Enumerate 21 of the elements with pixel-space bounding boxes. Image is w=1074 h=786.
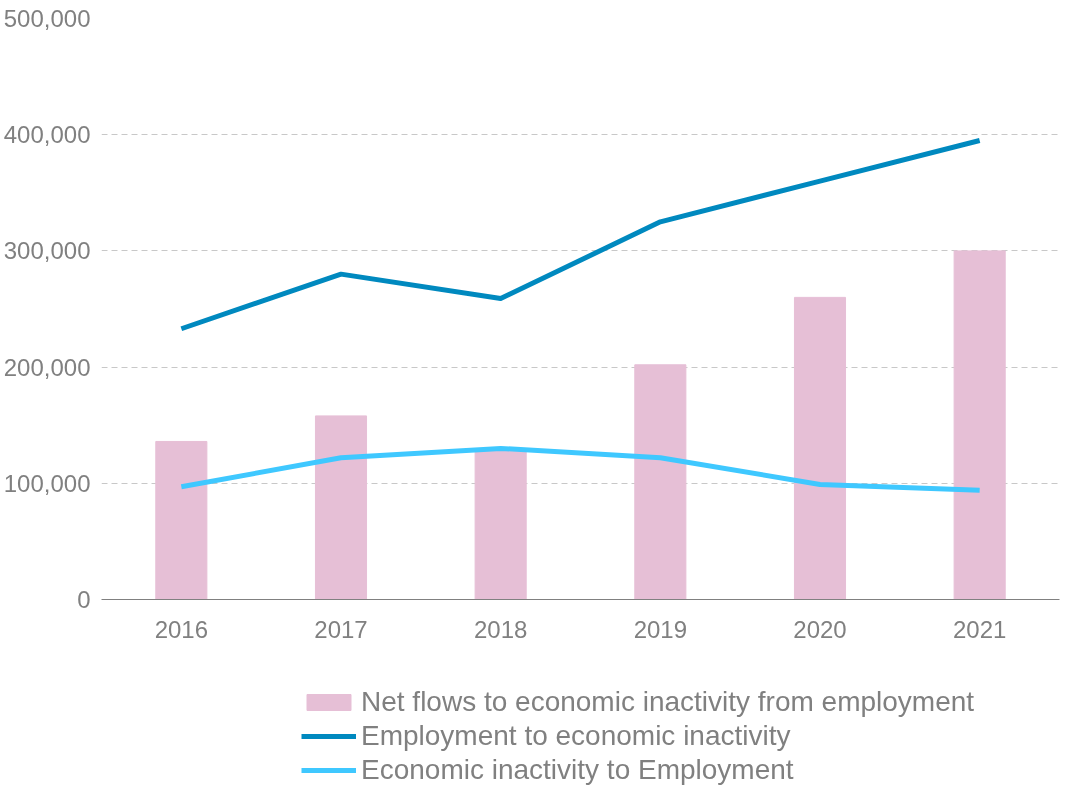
y-tick-label: 300,000 bbox=[3, 237, 91, 265]
y-tick-label: 0 bbox=[77, 586, 91, 613]
bar bbox=[634, 364, 687, 600]
y-tick-label: 500,000 bbox=[3, 5, 91, 32]
bar bbox=[314, 415, 368, 600]
x-tick-label: 2020 bbox=[793, 615, 847, 643]
x-tick-label: 2017 bbox=[314, 615, 368, 643]
y-tick-label: 400,000 bbox=[3, 121, 91, 149]
x-tick-label: 2018 bbox=[473, 615, 528, 643]
x-tick-label: 2019 bbox=[633, 615, 688, 643]
legend-label: Employment to economic inactivity bbox=[361, 720, 791, 752]
x-tick-label: 2016 bbox=[154, 615, 209, 643]
legend-label: Net flows to economic inactivity from employment bbox=[361, 686, 975, 718]
y-tick-label: 200,000 bbox=[3, 353, 91, 381]
bar bbox=[793, 296, 847, 600]
x-tick-label: 2021 bbox=[952, 615, 1007, 643]
bar bbox=[953, 250, 1006, 600]
bar bbox=[474, 449, 527, 600]
y-tick-label: 100,000 bbox=[3, 469, 91, 497]
bar bbox=[155, 440, 208, 600]
legend-label: Economic inactivity to Employment bbox=[361, 754, 794, 786]
